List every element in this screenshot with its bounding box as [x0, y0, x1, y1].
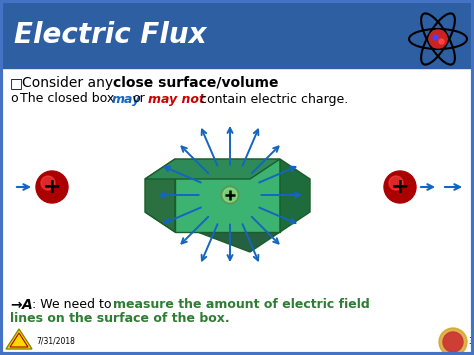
Circle shape	[221, 186, 239, 204]
Bar	[3, 68, 471, 352]
Bar	[3, 3, 471, 68]
Text: may: may	[112, 93, 141, 105]
Text: Electric Flux: Electric Flux	[14, 21, 207, 49]
Circle shape	[223, 188, 237, 202]
Text: A: A	[22, 298, 33, 312]
Polygon shape	[145, 159, 175, 232]
Text: +: +	[391, 177, 410, 197]
Circle shape	[443, 332, 463, 352]
Polygon shape	[6, 329, 32, 349]
Text: : We need to: : We need to	[32, 299, 111, 311]
Text: 3: 3	[468, 337, 474, 346]
Text: lines on the surface of the box.: lines on the surface of the box.	[10, 312, 229, 326]
Circle shape	[36, 171, 68, 203]
Text: 7/31/2018: 7/31/2018	[36, 337, 75, 346]
Text: may not: may not	[148, 93, 205, 105]
Text: The closed box: The closed box	[20, 93, 114, 105]
Polygon shape	[280, 159, 310, 232]
Text: →: →	[10, 298, 22, 312]
Text: Consider any: Consider any	[22, 76, 118, 90]
Text: +: +	[43, 177, 61, 197]
Text: contain electric charge.: contain electric charge.	[200, 93, 348, 105]
Text: close surface/volume: close surface/volume	[113, 76, 279, 90]
Polygon shape	[145, 212, 280, 252]
Text: measure the amount of electric field: measure the amount of electric field	[113, 299, 370, 311]
Text: or: or	[132, 93, 145, 105]
Circle shape	[439, 328, 467, 355]
Polygon shape	[145, 159, 280, 179]
Circle shape	[384, 171, 416, 203]
Circle shape	[429, 30, 447, 48]
Circle shape	[389, 176, 403, 190]
Circle shape	[41, 176, 55, 190]
Polygon shape	[175, 159, 280, 232]
Text: □: □	[10, 76, 23, 90]
Text: o: o	[10, 93, 18, 105]
